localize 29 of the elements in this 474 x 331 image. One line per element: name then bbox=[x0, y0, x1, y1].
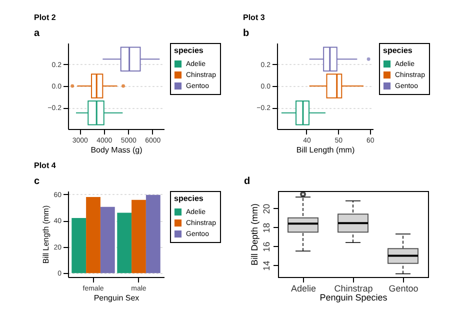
legend-title: species bbox=[174, 194, 204, 203]
y-tick-label: 20 bbox=[262, 204, 272, 214]
chart-title: Plot 4 bbox=[34, 161, 56, 170]
y-tick-label: 16 bbox=[262, 242, 272, 252]
x-tick-label: Chinstrap bbox=[334, 284, 373, 294]
x-axis-title: Bill Length (mm) bbox=[296, 146, 355, 154]
bar bbox=[100, 206, 115, 274]
x-axis-title: Penguin Sex bbox=[94, 294, 140, 302]
x-axis-title: Penguin Species bbox=[320, 292, 388, 302]
bar bbox=[117, 212, 132, 274]
text: c bbox=[34, 176, 40, 187]
x-tick-label: Adelie bbox=[290, 284, 316, 294]
text: a bbox=[34, 28, 40, 39]
text: d bbox=[244, 176, 250, 187]
x-axis-title: Body Mass (g) bbox=[90, 146, 143, 154]
bar bbox=[86, 197, 100, 274]
x-tick-label: Gentoo bbox=[388, 284, 418, 294]
y-axis-title: Bill Length (mm) bbox=[42, 205, 51, 264]
y-tick-label: 18 bbox=[262, 222, 272, 233]
chart-title: Plot 3 bbox=[243, 13, 266, 22]
legend-title: species bbox=[174, 46, 204, 55]
bar bbox=[146, 194, 160, 274]
chart-title: Plot 2 bbox=[34, 13, 56, 22]
bar bbox=[132, 200, 146, 274]
text: b bbox=[243, 28, 250, 39]
bar bbox=[72, 218, 86, 274]
legend-title: species bbox=[383, 46, 413, 55]
y-tick-label: 14 bbox=[262, 260, 272, 271]
y-axis-title: Bill Depth (mm) bbox=[250, 203, 260, 266]
